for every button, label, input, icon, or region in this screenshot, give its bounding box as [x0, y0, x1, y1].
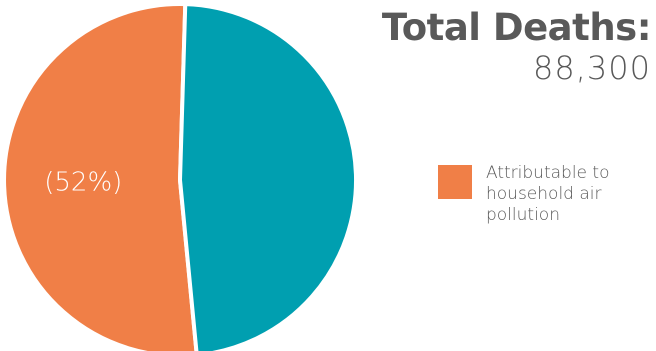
total-deaths-value: 88,300: [533, 49, 651, 87]
legend-label-household: Attributable to household air pollution: [486, 163, 610, 225]
slice-label-household: (52%): [44, 168, 122, 198]
chart-title: Total Deaths:: [381, 6, 652, 49]
pie-slices: [2, 2, 359, 351]
title-block: Total Deaths: 88,300: [351, 6, 652, 87]
pie-chart: (52%): [2, 2, 359, 351]
legend-swatch-household: [438, 165, 472, 199]
legend: Attributable to household air pollution: [438, 163, 653, 226]
pie-slice-0: [2, 2, 199, 351]
pie-slice-1: [177, 2, 359, 351]
